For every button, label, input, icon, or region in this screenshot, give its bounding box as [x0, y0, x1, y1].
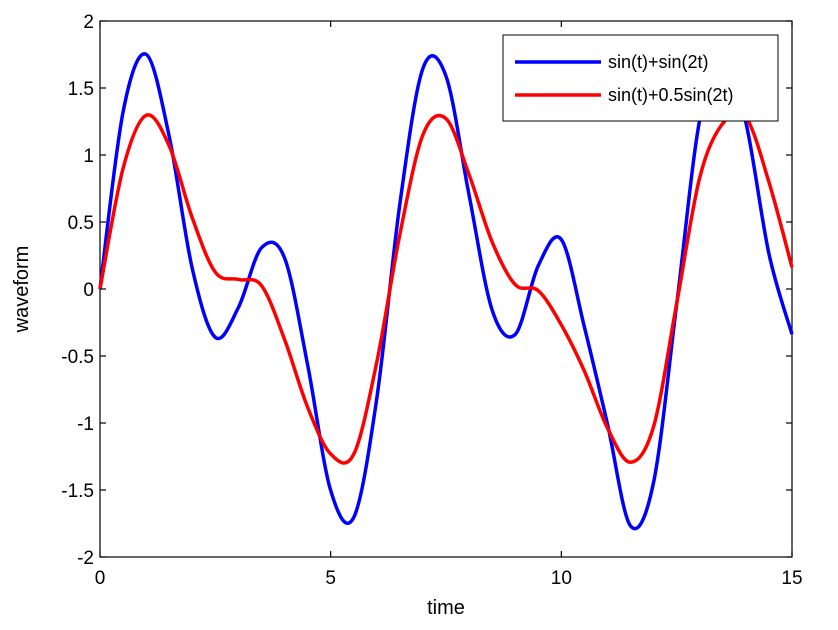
- legend-label-1: sin(t)+sin(2t): [608, 52, 709, 72]
- y-tick-label: 0.5: [68, 213, 94, 234]
- y-tick-label: 0: [83, 280, 94, 301]
- y-tick-label: -0.5: [61, 347, 94, 368]
- x-tick-label: 15: [781, 568, 802, 589]
- y-axis-label: waveform: [11, 246, 33, 334]
- y-tick-label: 2: [83, 12, 94, 33]
- x-tick-label: 0: [95, 568, 106, 589]
- series-line-1: [98, 52, 794, 531]
- ticks-layer: 0 5 10 15 -2 -1.5 -1 -0.5 0 0.5 1 1.5 2: [61, 12, 802, 589]
- legend: sin(t)+sin(2t) sin(t)+0.5sin(2t): [502, 34, 779, 122]
- legend-label-2: sin(t)+0.5sin(2t): [608, 85, 734, 105]
- y-tick-label: -1.5: [61, 481, 94, 502]
- series-line-2: [98, 110, 794, 465]
- y-tick-label: -2: [77, 548, 94, 569]
- x-tick-label: 5: [325, 568, 336, 589]
- y-tick-label: 1.5: [68, 79, 94, 100]
- x-axis-label: time: [427, 597, 465, 619]
- legend-box: [502, 34, 779, 122]
- x-tick-label: 10: [551, 568, 572, 589]
- y-tick-label: 1: [83, 146, 94, 167]
- y-tick-label: -1: [77, 414, 94, 435]
- series-layer: [98, 52, 794, 531]
